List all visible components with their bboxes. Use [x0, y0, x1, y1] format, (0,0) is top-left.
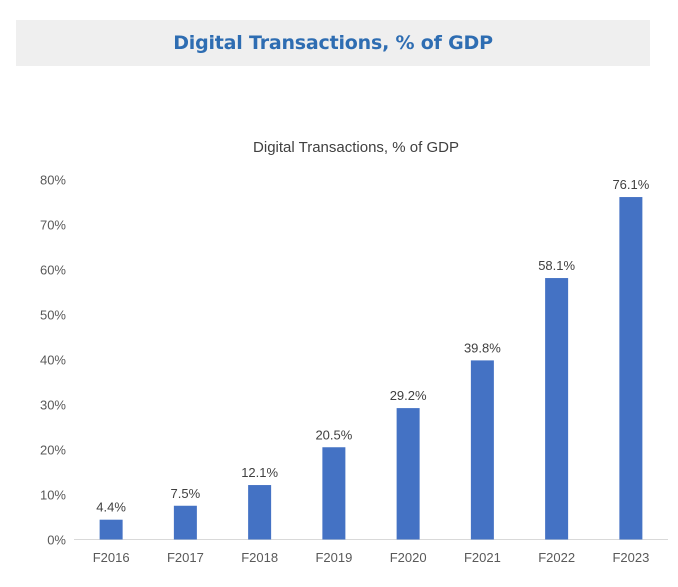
data-label: 58.1%: [538, 258, 575, 273]
data-labels: 4.4% 7.5% 12.1% 20.5% 29.2% 39.8% 58.1% 76.1%: [96, 177, 649, 515]
x-tick-label: F2022: [538, 550, 575, 565]
y-tick-label: 20%: [40, 443, 66, 458]
data-label: 4.4%: [96, 500, 126, 515]
data-label: 20.5%: [315, 427, 352, 442]
x-tick-label: F2016: [93, 550, 130, 565]
data-label: 12.1%: [241, 465, 278, 480]
data-label: 7.5%: [171, 486, 201, 501]
bar-f2022: [545, 278, 569, 540]
bar-f2018: [248, 485, 272, 540]
x-tick-label: F2018: [241, 550, 278, 565]
y-tick-label: 70%: [40, 218, 66, 233]
page-title: Digital Transactions, % of GDP: [173, 32, 493, 54]
bar-f2021: [470, 360, 494, 540]
y-tick-label: 60%: [40, 263, 66, 278]
y-tick-label: 30%: [40, 398, 66, 413]
y-tick-label: 0%: [47, 533, 66, 548]
x-axis-tick-labels: F2016 F2017 F2018 F2019 F2020 F2021 F2022 F2023: [93, 550, 650, 565]
data-label: 76.1%: [612, 177, 649, 192]
y-tick-label: 80%: [40, 173, 66, 188]
bars: [99, 197, 643, 540]
header-band: Digital Transactions, % of GDP: [16, 20, 650, 66]
y-tick-label: 10%: [40, 488, 66, 503]
y-tick-label: 40%: [40, 353, 66, 368]
x-tick-label: F2020: [390, 550, 427, 565]
x-tick-label: F2023: [612, 550, 649, 565]
y-axis-tick-labels: 0% 10% 20% 30% 40% 50% 60% 70% 80%: [40, 173, 66, 548]
x-tick-label: F2019: [315, 550, 352, 565]
bar-f2017: [173, 505, 197, 540]
data-label: 39.8%: [464, 340, 501, 355]
x-tick-label: F2017: [167, 550, 204, 565]
data-label: 29.2%: [390, 388, 427, 403]
bar-f2016: [99, 519, 123, 540]
bar-f2020: [396, 408, 420, 540]
bar-f2023: [619, 197, 643, 540]
chart-title: Digital Transactions, % of GDP: [253, 139, 459, 156]
y-tick-label: 50%: [40, 308, 66, 323]
bar-f2019: [322, 447, 346, 540]
x-tick-label: F2021: [464, 550, 501, 565]
